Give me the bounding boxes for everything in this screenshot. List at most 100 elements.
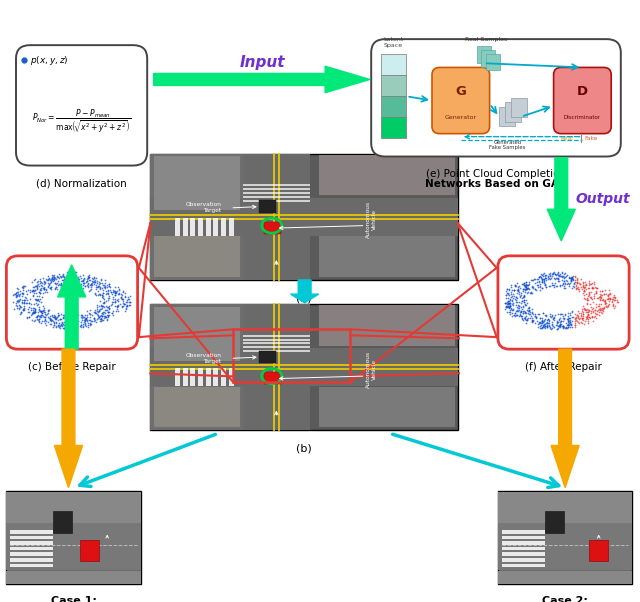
Point xyxy=(547,270,557,279)
Point xyxy=(568,312,578,322)
Point xyxy=(122,300,132,309)
Point xyxy=(98,293,108,303)
Point xyxy=(56,281,66,290)
Point xyxy=(29,308,39,317)
Bar xyxy=(381,54,406,75)
Point xyxy=(69,318,79,327)
Text: Case 1:: Case 1: xyxy=(51,596,97,602)
Point xyxy=(508,304,518,314)
Point xyxy=(73,311,83,320)
Point xyxy=(563,319,573,329)
Point xyxy=(24,302,35,311)
Point xyxy=(565,310,575,320)
Point xyxy=(35,311,45,320)
Point xyxy=(524,308,534,318)
Point xyxy=(97,308,107,318)
Point xyxy=(69,281,79,291)
Point xyxy=(58,269,68,279)
Point xyxy=(45,314,55,323)
Point xyxy=(19,305,29,315)
Point xyxy=(523,314,533,323)
Point xyxy=(511,292,521,302)
Point xyxy=(504,309,515,318)
Bar xyxy=(243,184,310,187)
Point xyxy=(540,272,550,281)
Point xyxy=(100,281,111,291)
Point xyxy=(113,302,123,311)
Point xyxy=(28,291,38,300)
Point xyxy=(582,284,593,293)
Point xyxy=(543,274,554,284)
Point xyxy=(563,317,573,326)
Point xyxy=(37,308,47,318)
Point xyxy=(519,278,529,288)
FancyArrow shape xyxy=(551,349,579,488)
Point xyxy=(580,285,591,294)
Point xyxy=(543,281,554,291)
Point xyxy=(53,320,63,329)
Point xyxy=(45,283,55,293)
Point xyxy=(34,291,44,300)
Point xyxy=(548,314,558,323)
Point xyxy=(554,276,564,286)
Point xyxy=(77,321,88,331)
Point xyxy=(585,299,595,309)
Point xyxy=(539,268,549,278)
Point xyxy=(14,290,24,300)
Point xyxy=(90,288,100,297)
Point xyxy=(518,308,528,318)
Point xyxy=(19,295,29,305)
Point xyxy=(68,318,79,327)
Point xyxy=(93,311,103,321)
Point xyxy=(51,317,61,326)
Point xyxy=(17,288,27,298)
Point xyxy=(531,312,541,322)
Point xyxy=(106,287,116,296)
Point xyxy=(17,298,27,308)
Point xyxy=(504,296,514,306)
Point xyxy=(543,315,554,325)
Point xyxy=(73,317,83,326)
Point xyxy=(13,297,24,306)
Point xyxy=(85,285,95,294)
Point xyxy=(507,308,517,317)
Point xyxy=(83,279,93,288)
Point xyxy=(83,275,93,284)
Point xyxy=(547,280,557,290)
Point xyxy=(566,320,577,329)
Point xyxy=(29,308,40,317)
Point xyxy=(564,281,574,290)
Point xyxy=(96,300,106,310)
Point xyxy=(500,304,511,314)
Point xyxy=(505,294,515,304)
Point xyxy=(81,314,91,324)
Point xyxy=(45,315,56,325)
Point xyxy=(600,297,610,307)
Point xyxy=(518,279,528,289)
Point xyxy=(574,287,584,296)
Point xyxy=(75,321,85,330)
Point xyxy=(57,275,67,285)
Point xyxy=(116,290,127,300)
Point xyxy=(68,272,79,281)
Point xyxy=(40,308,51,317)
Point xyxy=(46,276,56,285)
Point xyxy=(81,321,91,331)
Point xyxy=(28,308,38,317)
Point xyxy=(577,274,587,284)
Point xyxy=(596,299,606,308)
Point xyxy=(65,267,76,277)
Point xyxy=(553,270,563,280)
Point xyxy=(536,323,547,332)
Point xyxy=(563,316,573,326)
Point xyxy=(605,289,615,299)
Point xyxy=(70,316,80,326)
Point xyxy=(76,317,86,326)
Point xyxy=(84,272,94,282)
Point xyxy=(563,320,573,330)
Point xyxy=(39,284,49,293)
Point xyxy=(572,278,582,287)
Point xyxy=(33,296,44,306)
Point xyxy=(61,282,72,291)
Point xyxy=(93,281,104,291)
